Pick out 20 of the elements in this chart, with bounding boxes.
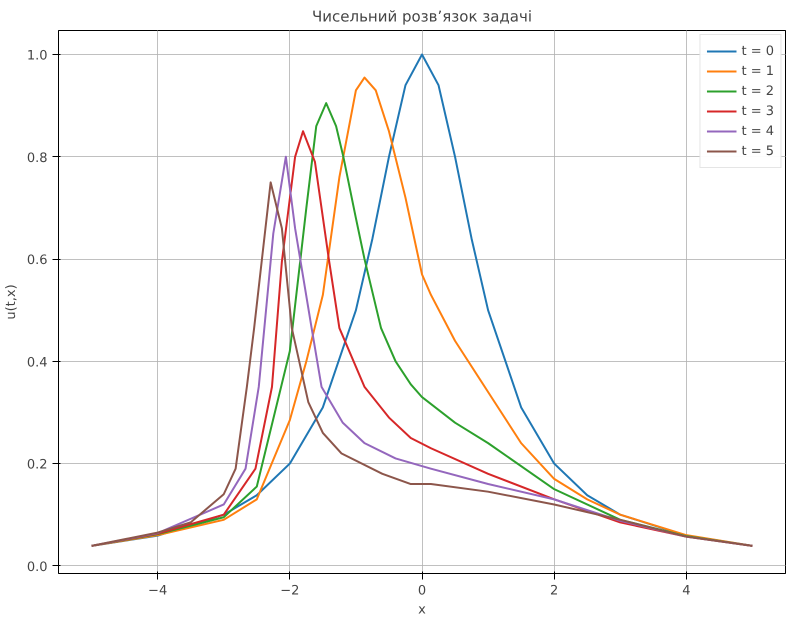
x-tick-label: 0 [418,584,426,598]
legend-label: t = 0 [741,44,774,58]
y-tick-label: 0.0 [26,560,48,575]
legend-label: t = 5 [741,144,774,158]
y-tick-label: 0.6 [26,253,48,268]
legend-label: t = 3 [741,104,774,118]
x-tick-label: −2 [280,584,300,598]
x-tick-label: 2 [550,584,558,598]
y-tick-label: 1.0 [26,48,48,64]
y-tick-label: 0.4 [26,355,48,370]
x-tick-label: 4 [682,584,691,598]
y-tick-label: 0.8 [26,150,48,166]
x-axis-title: x [418,602,426,618]
legend-label: t = 2 [741,84,774,98]
y-axis-title: u(t,x) [4,284,19,320]
chart-title: Чисельний розв’язок задачі [312,8,532,26]
y-tick-label: 0.2 [26,458,48,473]
x-tick-label: −4 [148,584,168,598]
legend-label: t = 1 [741,64,774,78]
legend-label: t = 4 [741,124,774,138]
